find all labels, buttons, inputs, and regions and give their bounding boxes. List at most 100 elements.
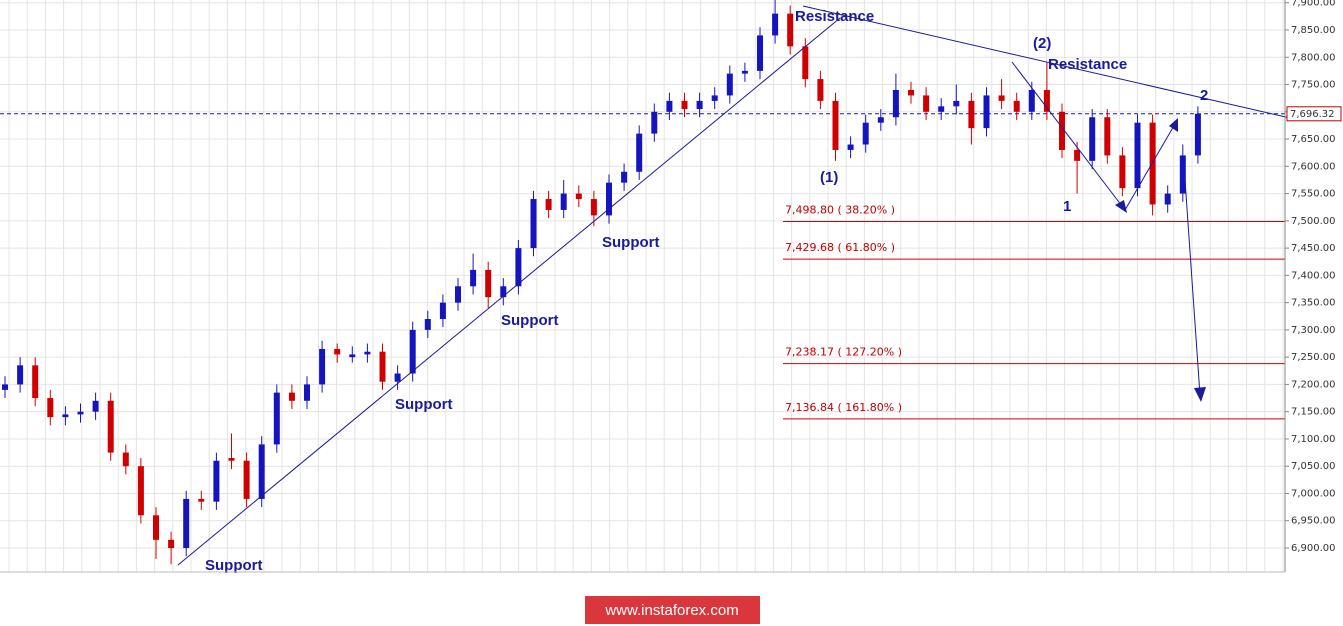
candle-body [862,122,869,145]
annotation: Support [501,312,559,329]
candle-body [379,351,386,382]
candle-body [998,95,1005,101]
candle-body [349,354,356,358]
candle-body [847,144,854,150]
level-label: 7,238.17 ( 127.20% ) [785,346,902,359]
level-label: 7,498.80 ( 38.20% ) [785,203,895,216]
candle-body [304,384,310,401]
candle-body [1149,122,1156,205]
candle-body [1059,111,1065,150]
candle-body [711,95,718,101]
annotation: Resistance [1048,56,1127,73]
y-tick-label: 7,050.00 [1291,461,1336,472]
candle-body [77,411,84,415]
candle-body [666,100,673,112]
y-tick-label: 6,950.00 [1291,516,1336,527]
support-trendline [177,17,841,566]
candle-body [1013,100,1020,112]
candle-body [817,79,824,101]
annotation: Resistance [795,8,874,25]
candle-body [409,329,416,374]
candle-body [183,498,190,549]
candle-body [696,100,703,110]
y-tick-label: 7,600.00 [1291,161,1336,172]
candle-body [726,73,733,96]
candle-body [1043,89,1050,112]
annotation: 1 [1063,198,1071,215]
y-tick-label: 7,200.00 [1291,379,1336,390]
candle-body [1089,117,1096,161]
y-tick-label: 7,150.00 [1291,407,1336,418]
candle-body [455,286,461,303]
projection-line [1184,179,1201,396]
candle-body [877,117,884,123]
candle-body [983,95,990,129]
candle-body [394,373,401,382]
candle-body [107,400,114,453]
candle-body [485,269,492,298]
candle-body [1074,149,1081,161]
candle-body [560,193,567,210]
candle-body [168,539,175,549]
y-tick-label: 7,350.00 [1291,298,1336,309]
candle-body [92,400,99,412]
candle-body [364,351,371,355]
candle-body [470,269,477,287]
candle-body [621,171,628,183]
candle-body [968,100,975,129]
candle-body [772,13,779,36]
y-tick-label: 7,000.00 [1291,488,1336,499]
annotation: 2 [1200,87,1208,104]
y-axis-ticks: 6,900.00 6,950.00 7,000.00 7,050.00 7,100.00… [1285,0,1342,554]
candles [2,0,1201,565]
candle-body [787,13,794,47]
watermark-box [585,596,760,624]
wave-line [1011,61,1126,211]
y-tick-label: 7,650.00 [1291,134,1336,145]
annotation: Support [602,234,660,251]
candle-body [530,199,537,249]
candle-body [1104,117,1111,156]
candle-body [62,414,69,418]
candle-body [545,199,552,210]
candle-body [1119,155,1126,189]
candle-body [892,89,899,118]
candle-body [137,466,144,516]
watermark: www.instaforex.com [604,602,738,619]
candle-body [213,460,220,502]
grid [0,0,1285,572]
arrowhead [1169,118,1178,132]
candle-body [288,392,295,401]
candle-body [439,302,446,319]
candle-body [832,100,839,150]
y-tick-label: 6,900.00 [1291,543,1336,554]
candle-body [606,182,612,216]
candle-body [908,89,914,96]
annotations: Resistance Resistance (2) 2 (1) 1 Support Suppo… [205,8,1208,574]
level-label: 7,429.68 ( 61.80% ) [785,241,895,254]
arrowheads [1115,118,1206,402]
last-price-label: 7,696.32 [1290,109,1335,120]
candle-body [424,318,431,330]
y-tick-label: 7,750.00 [1291,80,1336,91]
candle-body [923,95,930,112]
candle-body [1134,122,1141,189]
candle-body [334,348,341,355]
candle-body [228,458,235,461]
candle-body [17,365,24,385]
annotation: Support [205,557,263,574]
y-tick-label: 7,450.00 [1291,243,1336,254]
y-tick-label: 7,400.00 [1291,270,1336,281]
candle-body [741,70,748,74]
y-tick-label: 7,900.00 [1291,0,1336,9]
last-price-box [1286,106,1342,122]
candle-body [273,392,280,445]
candle-body [953,100,960,107]
candle-body [243,460,250,499]
candle-body [1194,113,1201,156]
candle-body [319,348,326,385]
wave-line [1124,123,1176,211]
